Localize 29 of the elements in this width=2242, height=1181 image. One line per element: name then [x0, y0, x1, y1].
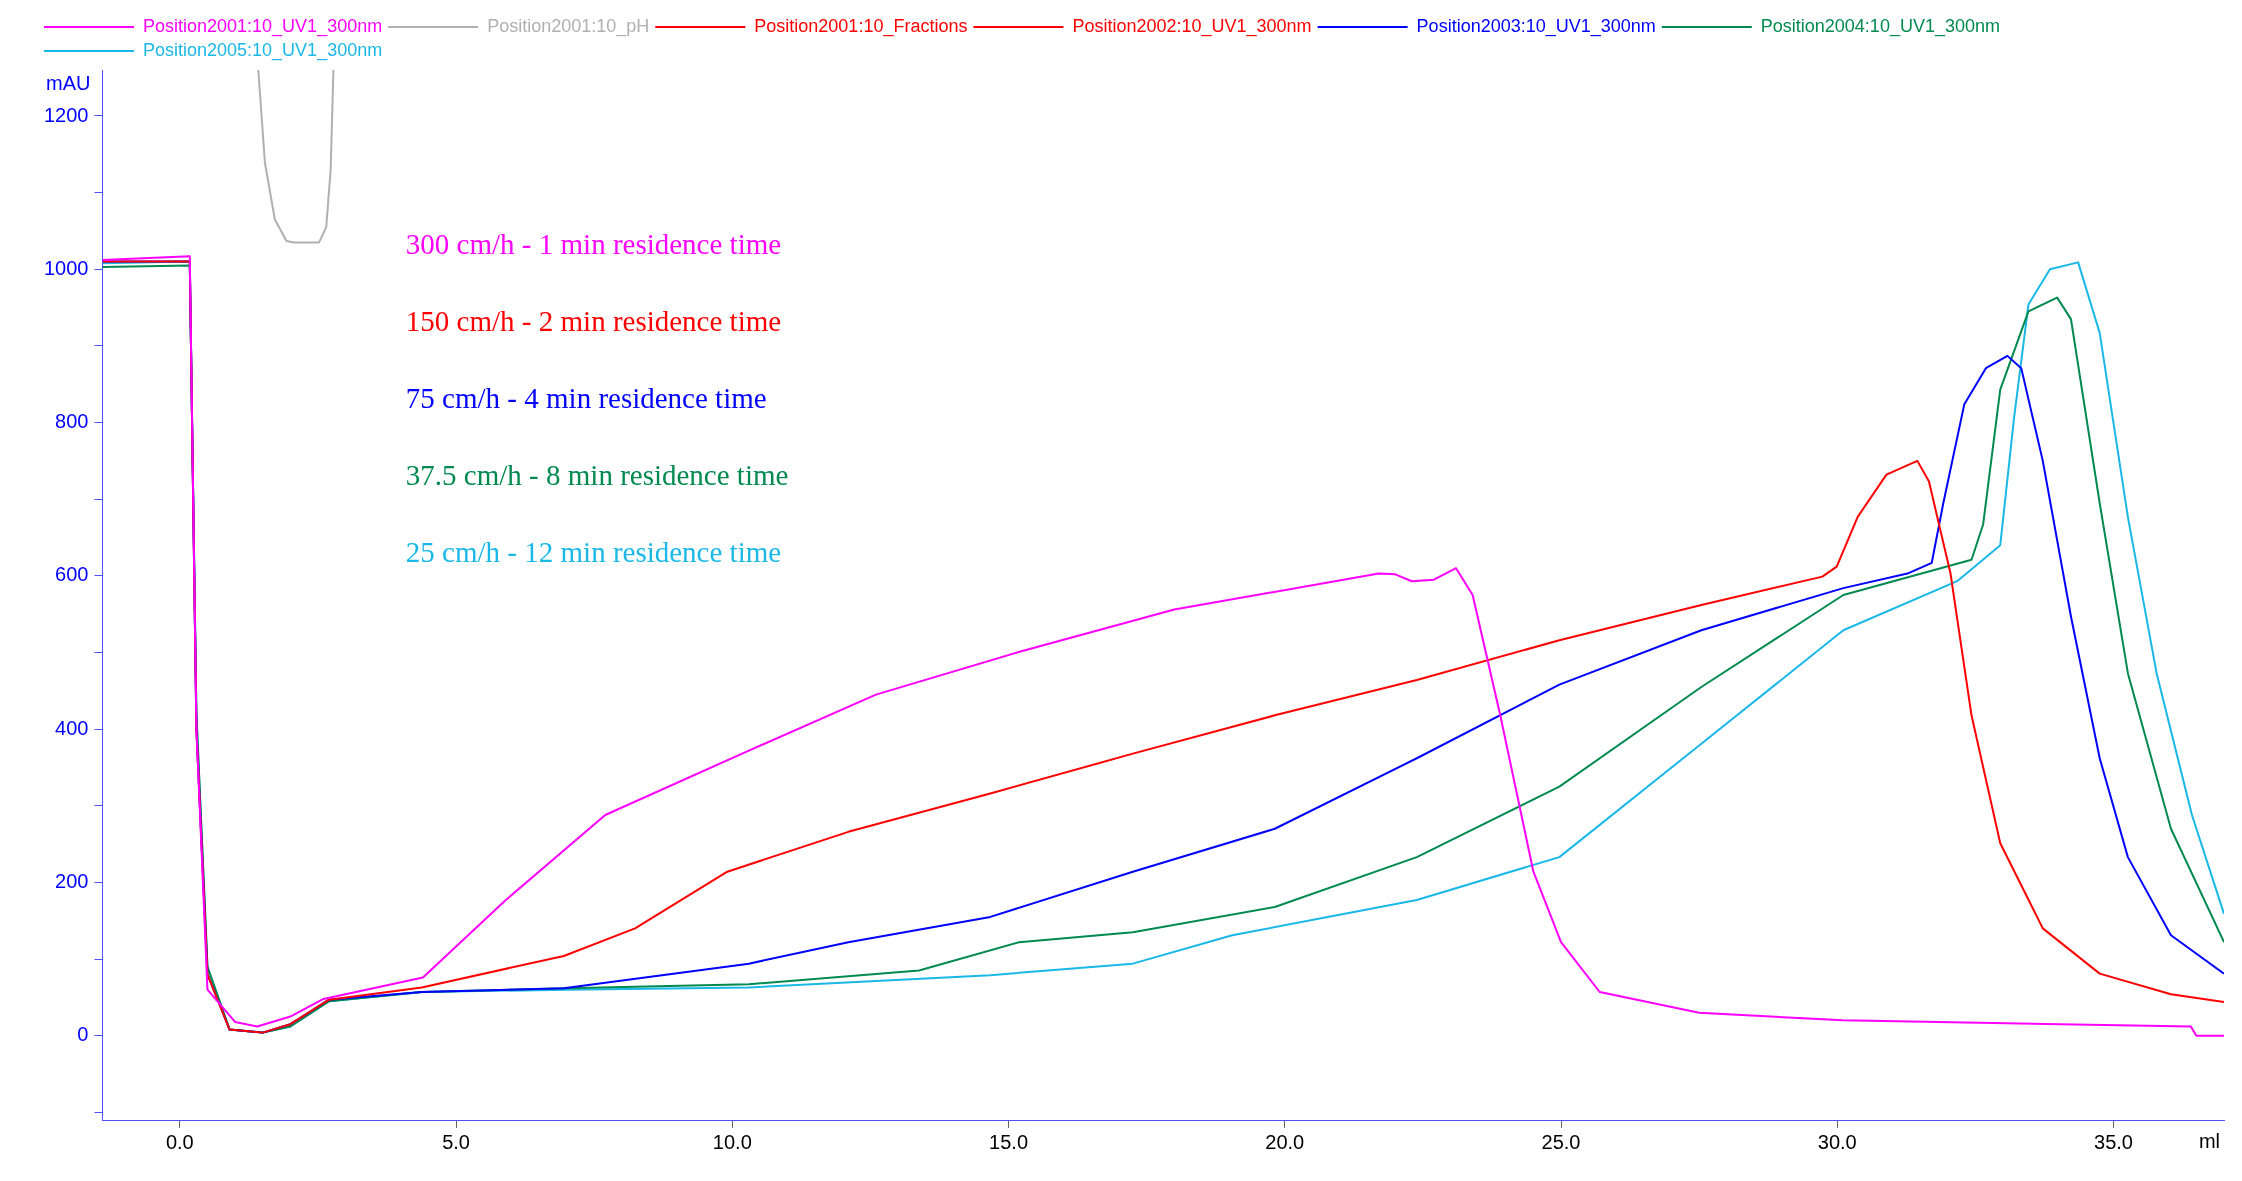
annotation: 25 cm/h - 12 min residence time [405, 535, 782, 568]
annotation: 150 cm/h - 2 min residence time [405, 304, 782, 337]
x-tick-label: 0.0 [165, 1130, 194, 1153]
x-tick-label: 5.0 [442, 1130, 470, 1153]
x-tick-label: 35.0 [2094, 1130, 2133, 1153]
annotation: 75 cm/h - 4 min residence time [405, 381, 767, 414]
legend-label: Position2001:10_Fractions [754, 15, 968, 37]
legend-label: Position2003:10_UV1_300nm [1416, 15, 1656, 37]
legend-label: Position2005:10_UV1_300nm [143, 39, 383, 61]
annotation: 37.5 cm/h - 8 min residence time [405, 458, 789, 491]
y-tick-label: 600 [55, 563, 89, 586]
legend-label: Position2004:10_UV1_300nm [1760, 15, 2000, 37]
y-axis-title: mAU [46, 71, 91, 94]
x-axis-title: ml [2198, 1129, 2220, 1152]
y-tick-label: 1000 [43, 256, 89, 279]
y-tick-label: 200 [55, 869, 89, 892]
legend-label: Position2002:10_UV1_300nm [1072, 15, 1312, 37]
x-tick-label: 30.0 [1817, 1130, 1857, 1153]
y-tick-label: 1200 [43, 103, 89, 126]
annotation: 300 cm/h - 1 min residence time [405, 228, 782, 261]
y-tick-label: 0 [77, 1023, 89, 1046]
x-tick-label: 10.0 [712, 1130, 752, 1153]
y-tick-label: 400 [55, 716, 89, 739]
legend-label: Position2001:10_UV1_300nm [143, 15, 383, 37]
y-tick-label: 800 [55, 410, 89, 433]
x-tick-label: 25.0 [1541, 1130, 1581, 1153]
legend-label: Position2001:10_pH [487, 15, 650, 37]
x-tick-label: 15.0 [989, 1130, 1029, 1153]
x-tick-label: 20.0 [1265, 1130, 1305, 1153]
